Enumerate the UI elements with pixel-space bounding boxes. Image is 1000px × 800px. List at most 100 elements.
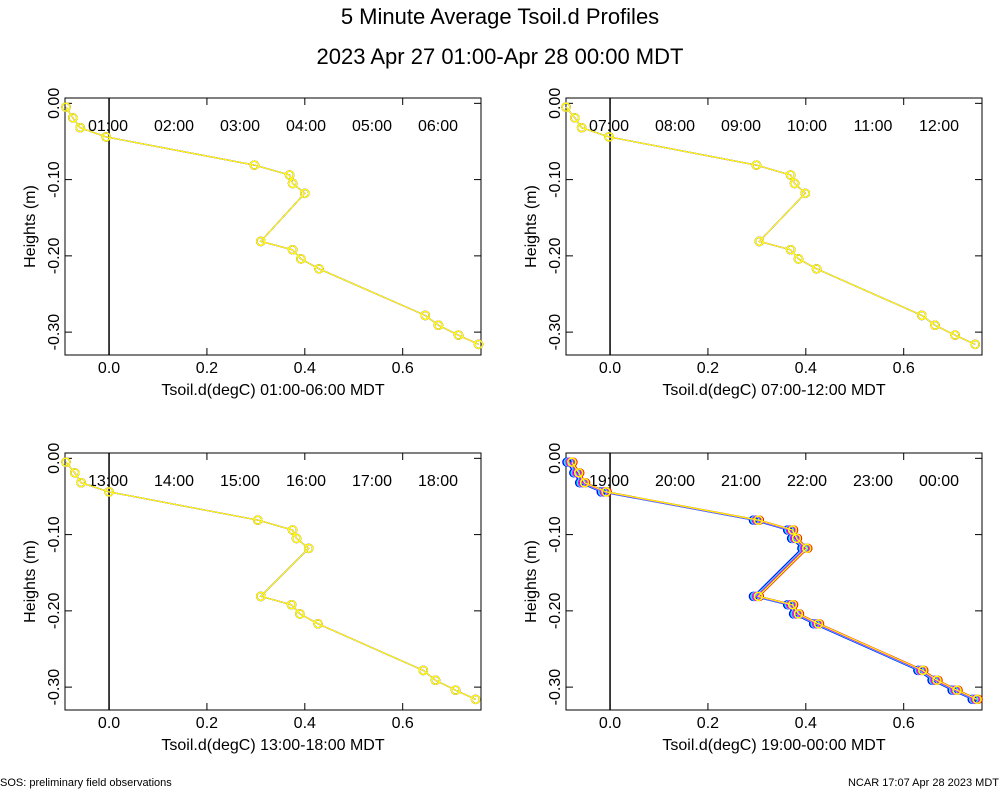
profile-point [753, 515, 764, 525]
profile-point [420, 310, 430, 321]
profile-point [286, 600, 297, 610]
y-axis-label: Heights (m) [22, 540, 39, 623]
x-tick-label: 0.0 [98, 715, 120, 732]
legend-label: 17:00 [352, 473, 392, 490]
profile-point [101, 132, 111, 142]
legend-label: 05:00 [352, 118, 392, 135]
profile-point [932, 675, 942, 686]
profile-point [972, 694, 982, 705]
profile-point [253, 515, 263, 525]
profile-point [433, 320, 444, 331]
x-axis-label: Tsoil.d(degC) 19:00-00:00 MDT [662, 737, 885, 754]
profile-point [453, 330, 464, 340]
profile-line [65, 106, 479, 345]
profile-line [65, 106, 479, 345]
x-tick-label: 0.4 [795, 715, 817, 732]
profile-point [450, 685, 461, 695]
profile-line [65, 106, 479, 345]
x-tick-label: 0.6 [893, 715, 915, 732]
profile-line [565, 106, 976, 345]
profile-line [65, 461, 476, 700]
legend-label: 12:00 [919, 118, 959, 135]
y-tick-label: -0.20 [46, 238, 63, 275]
profile-point [313, 619, 323, 629]
profile-line [65, 461, 476, 700]
legend-label: 21:00 [721, 473, 761, 490]
profile-point [61, 102, 71, 112]
y-axis-label: Heights (m) [523, 540, 540, 623]
profile-point [785, 170, 796, 180]
x-tick-label: 0.4 [795, 360, 817, 377]
profile-line [65, 461, 476, 700]
legend-label: 08:00 [655, 118, 695, 135]
profile-point [300, 188, 310, 199]
profile-line [65, 461, 476, 700]
y-tick-label: 0.00 [46, 443, 63, 474]
profile-point [601, 487, 611, 497]
profile-point [567, 457, 577, 467]
plot-frame [64, 97, 482, 356]
profile-line [565, 106, 976, 345]
y-tick-label: 0.00 [547, 443, 564, 474]
y-tick-label: -0.20 [46, 593, 63, 630]
profile-point [579, 477, 590, 488]
profile-point [604, 132, 614, 142]
profile-point [802, 543, 812, 554]
y-tick-label: -0.10 [46, 516, 63, 553]
profile-point [787, 600, 798, 610]
legend-label: 09:00 [721, 118, 761, 135]
profile-point [418, 665, 428, 676]
subtitle: 2023 Apr 27 01:00-Apr 28 00:00 MDT [317, 44, 684, 69]
x-tick-label: 0.0 [599, 715, 621, 732]
profile-point [811, 264, 822, 274]
plot-frame [64, 452, 482, 711]
profile-point [570, 113, 580, 123]
profile-point [917, 310, 927, 321]
x-tick-label: 0.2 [697, 360, 719, 377]
profile-line [569, 461, 976, 700]
x-tick-label: 0.2 [196, 715, 218, 732]
profile-point [950, 330, 960, 340]
x-tick-label: 0.6 [392, 360, 414, 377]
x-tick-label: 0.2 [196, 360, 218, 377]
profile-point [952, 685, 962, 695]
legend-label: 06:00 [418, 118, 458, 135]
profile-point [287, 245, 298, 255]
profile-point [800, 188, 811, 199]
y-tick-label: -0.20 [547, 593, 564, 630]
profile-point [918, 665, 928, 676]
profile-line [566, 461, 973, 700]
x-tick-label: 0.6 [893, 360, 915, 377]
profile-point [70, 468, 80, 478]
profile-point [470, 694, 481, 705]
y-tick-label: -0.10 [547, 516, 564, 553]
legend-label: 11:00 [854, 118, 893, 135]
legend-label: 07:00 [589, 118, 629, 135]
profile-line [565, 106, 976, 345]
profile-point [76, 477, 86, 488]
profile-point [287, 178, 298, 189]
x-axis-label: Tsoil.d(degC) 13:00-18:00 MDT [161, 737, 384, 754]
profile-point [430, 675, 441, 686]
profile-point [256, 236, 266, 247]
x-tick-label: 0.6 [392, 715, 414, 732]
profile-point [561, 102, 571, 112]
profile-point [785, 245, 796, 255]
y-tick-label: 0.00 [547, 88, 564, 119]
profile-line [565, 106, 976, 345]
profile-line [567, 461, 974, 700]
y-tick-label: 0.00 [46, 88, 63, 119]
profile-point [296, 254, 306, 264]
profile-point [295, 609, 305, 619]
x-tick-label: 0.0 [599, 360, 621, 377]
legend-label: 01:00 [88, 118, 128, 135]
profile-point [303, 543, 314, 554]
profile-point [576, 122, 587, 133]
footer-left: SOS: preliminary field observations [0, 777, 172, 789]
legend-label: 23:00 [853, 473, 893, 490]
profile-point [791, 533, 802, 544]
profile-point [813, 619, 824, 629]
y-tick-label: -0.10 [547, 161, 564, 198]
profile-point [793, 609, 804, 619]
